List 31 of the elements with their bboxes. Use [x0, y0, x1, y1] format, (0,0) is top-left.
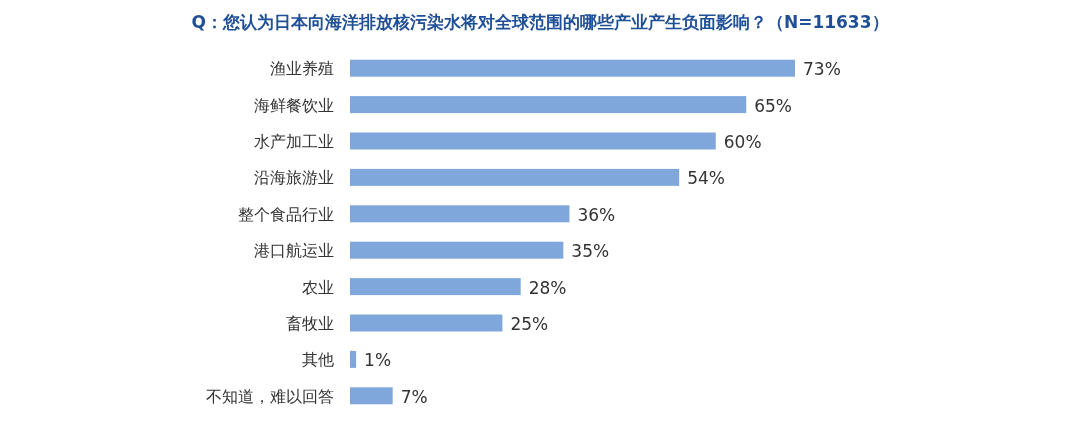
bar	[350, 241, 564, 259]
data-label: 7%	[400, 386, 428, 407]
data-label: 25%	[510, 314, 549, 334]
data-label: 54%	[687, 168, 725, 189]
data-label: 28%	[528, 277, 567, 298]
data-label: 73%	[803, 59, 841, 80]
data-label: 1%	[364, 350, 392, 371]
bar	[350, 205, 570, 223]
y-tick-label: 畜牧业	[286, 314, 334, 333]
y-tick-label: 沿海旅游业	[254, 168, 334, 188]
data-label: 60%	[723, 132, 762, 152]
y-tick-label: 水产加工业	[254, 132, 334, 151]
data-label: 65%	[754, 95, 793, 116]
y-tick-label: 渔业养殖	[270, 59, 334, 79]
data-label: 35%	[571, 241, 610, 262]
chart-title: Q：您认为日本向海洋排放核污染水将对全球范围的哪些产业产生负面影响？（N=11633）	[191, 12, 889, 32]
y-tick-label: 其他	[302, 350, 334, 370]
y-tick-label: 港口航运业	[254, 241, 334, 261]
bar	[350, 314, 503, 332]
bar	[350, 387, 393, 405]
bar	[350, 278, 521, 296]
bar	[350, 350, 357, 368]
y-tick-label: 农业	[302, 277, 334, 297]
bar	[350, 96, 747, 114]
bar	[350, 168, 680, 186]
data-label: 36%	[577, 204, 616, 225]
y-tick-label: 海鲜餐饮业	[254, 95, 334, 115]
bar	[350, 59, 795, 77]
bar	[350, 132, 716, 150]
y-tick-label: 不知道，难以回答	[206, 386, 334, 406]
y-tick-label: 整个食品行业	[238, 204, 334, 224]
